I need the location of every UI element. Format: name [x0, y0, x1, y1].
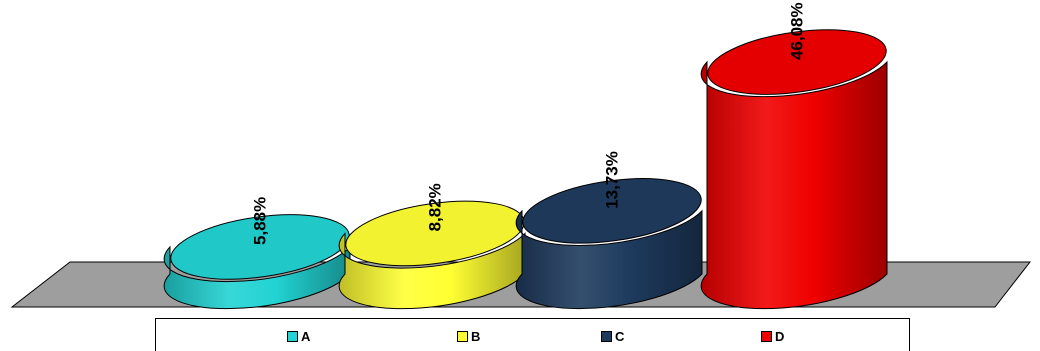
legend-item-c: C: [601, 328, 625, 344]
legend-item-b: B: [457, 328, 481, 344]
data-label-d: 46,08%: [788, 2, 807, 60]
legend-label-a: A: [301, 328, 311, 344]
bar-d: [700, 29, 888, 310]
legend-swatch-b: [457, 330, 468, 342]
bar-b: [338, 200, 526, 310]
bar-top-c: [522, 178, 702, 244]
legend-swatch-d: [761, 330, 772, 342]
data-label-a: 5,88%: [251, 197, 270, 245]
data-label-c: 13,73%: [603, 151, 622, 209]
bar-a: [163, 214, 351, 310]
chart-legend: A B C D: [155, 318, 910, 351]
legend-item-a: A: [287, 328, 311, 344]
bar-body-d: [700, 60, 888, 310]
legend-label-c: C: [615, 328, 625, 344]
bar-c: [515, 178, 703, 310]
legend-swatch-c: [601, 330, 612, 342]
bar-body-c: [515, 209, 703, 310]
data-label-b: 8,82%: [426, 183, 445, 231]
bar-top-a: [170, 214, 350, 280]
bar-top-d: [707, 29, 887, 95]
legend-item-d: D: [761, 328, 785, 344]
legend-swatch-a: [287, 330, 298, 342]
legend-label-d: D: [775, 328, 785, 344]
legend-label-b: B: [471, 328, 481, 344]
